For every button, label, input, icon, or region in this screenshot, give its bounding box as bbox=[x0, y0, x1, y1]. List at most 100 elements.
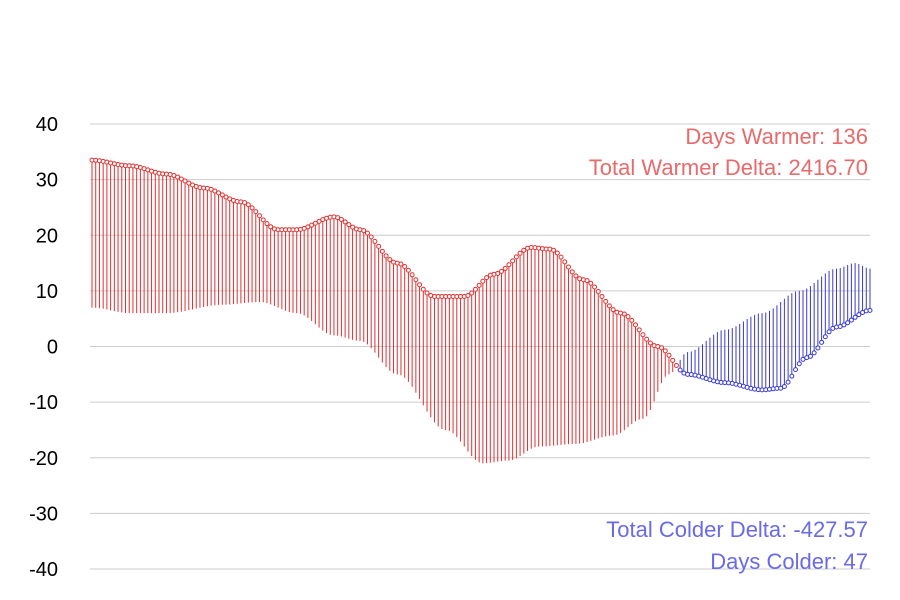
colder-point bbox=[796, 361, 802, 367]
warmer-point bbox=[498, 268, 504, 274]
warmer-point bbox=[484, 275, 490, 281]
y-tick-label: -30 bbox=[29, 503, 58, 525]
warmer-point bbox=[599, 293, 605, 299]
warmer-point bbox=[245, 202, 251, 208]
warmer-point bbox=[212, 188, 218, 194]
days-warmer-label: Days Warmer: 136 bbox=[685, 124, 868, 149]
colder-point bbox=[841, 322, 847, 328]
warmer-point bbox=[379, 248, 385, 254]
warmer-point bbox=[175, 174, 181, 180]
warmer-point bbox=[260, 217, 266, 223]
y-tick-label: -20 bbox=[29, 448, 58, 470]
warmer-point bbox=[506, 262, 512, 268]
warmer-point bbox=[666, 352, 672, 358]
colder-point bbox=[856, 312, 862, 318]
warmer-point bbox=[372, 238, 378, 244]
warmer-point bbox=[562, 259, 568, 265]
warmer-point bbox=[603, 298, 609, 304]
warmer-point bbox=[659, 345, 665, 351]
warmer-point bbox=[502, 265, 508, 271]
warmer-point bbox=[636, 327, 642, 333]
warmer-point bbox=[521, 247, 527, 253]
warmer-point bbox=[338, 216, 344, 222]
warmer-point bbox=[595, 288, 601, 294]
colder-point bbox=[867, 307, 873, 313]
y-tick-label: 10 bbox=[36, 281, 58, 303]
warmer-point bbox=[186, 180, 192, 186]
warmer-point bbox=[592, 284, 598, 290]
colder-point bbox=[785, 379, 791, 385]
y-tick-label: 20 bbox=[36, 225, 58, 247]
warmer-point bbox=[517, 250, 523, 256]
colder-point bbox=[789, 373, 795, 379]
warmer-point bbox=[469, 290, 475, 296]
warmer-point bbox=[472, 286, 478, 292]
warmer-point bbox=[569, 269, 575, 275]
y-axis-tick-labels: 40 30 20 10 0 -10 -20 -30 -40 bbox=[29, 114, 58, 581]
warmer-point bbox=[606, 303, 612, 309]
warmer-point bbox=[364, 230, 370, 236]
colder-point bbox=[793, 367, 799, 373]
warmer-point bbox=[178, 176, 184, 182]
warmer-point bbox=[480, 278, 486, 284]
warmer-point bbox=[182, 178, 188, 184]
grid-lines bbox=[90, 123, 870, 570]
warmer-point bbox=[383, 253, 389, 259]
y-tick-label: 40 bbox=[36, 114, 58, 136]
y-tick-label: -10 bbox=[29, 392, 58, 414]
warmer-point bbox=[335, 215, 341, 221]
warmer-point bbox=[342, 219, 348, 225]
warmer-point bbox=[510, 258, 516, 264]
warmer-point bbox=[368, 234, 374, 240]
warmer-point bbox=[629, 317, 635, 323]
y-tick-label: 0 bbox=[47, 337, 58, 359]
warmer-point bbox=[513, 254, 519, 260]
warmer-point bbox=[405, 267, 411, 273]
colder-point bbox=[845, 320, 851, 326]
warmer-point bbox=[312, 220, 318, 226]
warmer-point bbox=[573, 273, 579, 279]
warmer-point bbox=[584, 278, 590, 284]
warmer-point bbox=[420, 286, 426, 292]
colder-point bbox=[819, 339, 825, 345]
colder-point bbox=[826, 329, 832, 335]
warmer-point bbox=[476, 282, 482, 288]
warmer-point bbox=[264, 221, 270, 227]
colder-point bbox=[811, 350, 817, 356]
y-tick-label: -40 bbox=[29, 559, 58, 581]
warmer-point bbox=[465, 292, 471, 298]
warmer-point bbox=[257, 213, 263, 219]
colder-point bbox=[807, 353, 813, 359]
warmer-point bbox=[632, 322, 638, 328]
warmer-point bbox=[350, 224, 356, 230]
total-warmer-delta-label: Total Warmer Delta: 2416.70 bbox=[589, 155, 868, 180]
warmer-point bbox=[673, 363, 679, 369]
warmer-point bbox=[409, 272, 415, 278]
colder-point bbox=[852, 314, 858, 320]
warmer-point bbox=[644, 336, 650, 342]
colder-point bbox=[677, 367, 683, 373]
colder-point bbox=[781, 384, 787, 390]
data-points bbox=[89, 157, 873, 393]
warmer-point bbox=[242, 200, 248, 206]
warmer-point bbox=[625, 314, 631, 320]
warmer-point bbox=[551, 247, 557, 253]
warmer-point bbox=[647, 340, 653, 346]
colder-point bbox=[822, 334, 828, 340]
warmer-point bbox=[417, 282, 423, 288]
warmer-point bbox=[621, 311, 627, 317]
warmer-point bbox=[565, 264, 571, 270]
warmer-point bbox=[249, 205, 255, 211]
warmer-point bbox=[387, 257, 393, 263]
delta-stems bbox=[91, 160, 871, 464]
warmer-point bbox=[219, 192, 225, 198]
warmer-point bbox=[610, 307, 616, 313]
warmer-point bbox=[268, 224, 274, 230]
colder-point bbox=[815, 345, 821, 351]
warmer-point bbox=[361, 228, 367, 234]
warmer-point bbox=[588, 280, 594, 286]
colder-point bbox=[848, 317, 854, 323]
warmer-point bbox=[376, 243, 382, 249]
total-colder-delta-label: Total Colder Delta: -427.57 bbox=[606, 517, 868, 542]
warmer-point bbox=[223, 194, 229, 200]
